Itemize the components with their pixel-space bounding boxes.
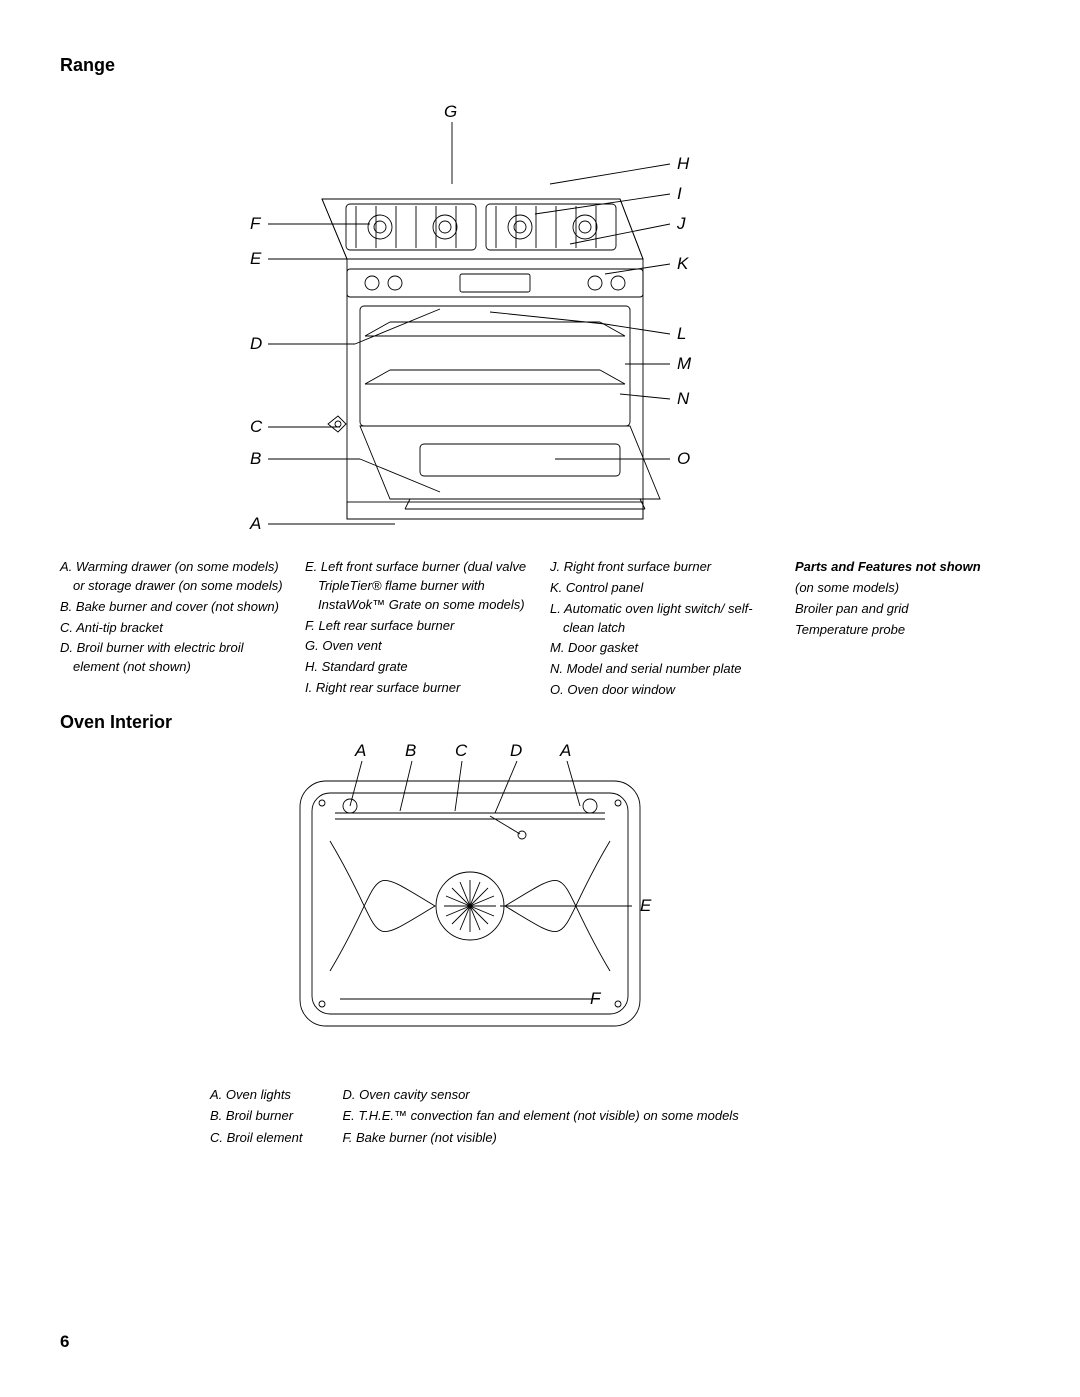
- legend-item: B. Broil burner: [210, 1106, 302, 1126]
- oven-legend: A. Oven lights B. Broil burner C. Broil …: [210, 1085, 1020, 1150]
- legend-subtitle: Parts and Features not shown: [795, 558, 1020, 577]
- legend-item: (on some models): [795, 579, 1020, 598]
- legend-item: I. Right rear surface burner: [305, 679, 530, 698]
- range-svg: [60, 84, 1020, 544]
- legend-item: M. Door gasket: [550, 639, 775, 658]
- legend-item: D. Oven cavity sensor: [342, 1085, 738, 1105]
- legend-item: K. Control panel: [550, 579, 775, 598]
- range-legend: A. Warming drawer (on some models) or st…: [60, 558, 1020, 702]
- legend-item: C. Anti-tip bracket: [60, 619, 285, 638]
- page-number: 6: [60, 1332, 69, 1352]
- legend-item: Broiler pan and grid: [795, 600, 1020, 619]
- range-diagram-wrap: F E D C B A G H I J K L M N O: [60, 84, 1020, 544]
- legend-item: F. Left rear surface burner: [305, 617, 530, 636]
- legend-item: F. Bake burner (not visible): [342, 1128, 738, 1148]
- legend-item: C. Broil element: [210, 1128, 302, 1148]
- legend-item: E. Left front surface burner (dual valve…: [305, 558, 530, 615]
- legend-item: Temperature probe: [795, 621, 1020, 640]
- oven-diagram-wrap: A B C D A E F: [60, 741, 1020, 1071]
- range-legend-col4: Parts and Features not shown (on some mo…: [795, 558, 1020, 702]
- legend-item: B. Bake burner and cover (not shown): [60, 598, 285, 617]
- legend-item: A. Oven lights: [210, 1085, 302, 1105]
- range-legend-col1: A. Warming drawer (on some models) or st…: [60, 558, 285, 702]
- legend-item: N. Model and serial number plate: [550, 660, 775, 679]
- oven-legend-col1: A. Oven lights B. Broil burner C. Broil …: [210, 1085, 302, 1150]
- legend-item: H. Standard grate: [305, 658, 530, 677]
- oven-heading: Oven Interior: [60, 712, 1020, 733]
- legend-item: O. Oven door window: [550, 681, 775, 700]
- oven-svg: [60, 741, 1020, 1071]
- oven-legend-col2: D. Oven cavity sensor E. T.H.E.™ convect…: [342, 1085, 738, 1150]
- legend-item: D. Broil burner with electric broil elem…: [60, 639, 285, 677]
- legend-item: E. T.H.E.™ convection fan and element (n…: [342, 1106, 738, 1126]
- legend-item: A. Warming drawer (on some models) or st…: [60, 558, 285, 596]
- legend-item: G. Oven vent: [305, 637, 530, 656]
- range-heading: Range: [60, 55, 1020, 76]
- legend-item: L. Automatic oven light switch/ self-cle…: [550, 600, 775, 638]
- legend-item: J. Right front surface burner: [550, 558, 775, 577]
- range-legend-col3: J. Right front surface burner K. Control…: [550, 558, 775, 702]
- range-legend-col2: E. Left front surface burner (dual valve…: [305, 558, 530, 702]
